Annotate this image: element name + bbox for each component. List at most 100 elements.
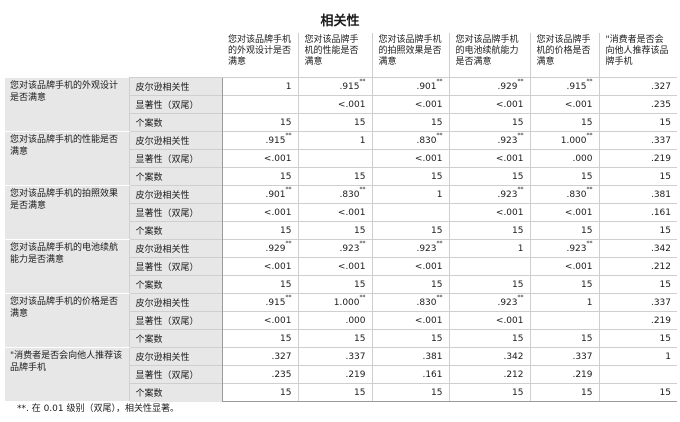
table-cell: 15 [297, 113, 372, 132]
table-cell: <.001 [221, 149, 298, 168]
table-cell: 1.000** [297, 293, 372, 312]
table-row: 您对该品牌手机的拍照效果是否满意 皮尔逊相关性 .901** .830** 1.923*… [5, 185, 677, 240]
significance-mark: ** [359, 77, 366, 85]
stat-label: 个案数 [128, 221, 222, 240]
row-header: 您对该品牌手机的性能是否满意 [5, 131, 129, 186]
table-cell: 15 [371, 221, 449, 240]
cell-value: 1 [517, 243, 524, 254]
stat-label: 皮尔逊相关性 [128, 347, 222, 366]
cell-value: 1 [436, 189, 443, 200]
table-cell: .161 [598, 203, 677, 222]
table-cell: .000 [529, 149, 599, 168]
cell-value: .929 [265, 243, 286, 254]
cell-value: .929 [497, 81, 518, 92]
table-cell: 15 [598, 167, 677, 186]
table-cell: 15 [529, 221, 599, 240]
table-cell: 15 [371, 167, 449, 186]
table-cell [371, 203, 449, 222]
footnote: **. 在 0.01 级别（双尾），相关性显著。 [17, 404, 179, 414]
stat-label: 显著性（双尾） [128, 311, 222, 330]
cell-value: .342 [650, 243, 671, 254]
table-cell: 15 [598, 383, 677, 402]
table-title: 相关性 [320, 14, 360, 29]
cell-value: .923 [497, 297, 518, 308]
table-cell [598, 365, 677, 384]
table-row: 显著性（双尾） <.001 <.001 <.001 <.001.235 [5, 95, 677, 114]
stat-label: 个案数 [128, 329, 222, 348]
table-cell: 15 [221, 167, 298, 186]
table-cell: 1 [598, 347, 677, 366]
table-cell: 15 [221, 113, 298, 132]
table-cell [529, 311, 599, 330]
stat-label: 个案数 [128, 113, 222, 132]
table-row: 个案数 15 15 15 15 15 15 [5, 383, 677, 402]
table-cell: 15 [297, 167, 372, 186]
cell-value: .923 [339, 243, 360, 254]
cell-value: .342 [503, 351, 524, 362]
table-row: 显著性（双尾） .235.219.161.212.219 [5, 365, 677, 384]
cell-value: .830 [566, 189, 587, 200]
cell-value: .915 [265, 135, 286, 146]
significance-mark: ** [586, 185, 593, 193]
table-cell [297, 149, 372, 168]
significance-mark: ** [586, 77, 593, 85]
cell-value: .830 [416, 297, 437, 308]
table-row: 显著性（双尾） <.001 <.001 <.001.000.219 [5, 149, 677, 168]
table-cell: 1 [448, 239, 530, 258]
cell-value: .381 [422, 351, 443, 362]
table-cell: .830** [371, 131, 449, 150]
significance-mark: ** [436, 239, 443, 247]
table-cell: <.001 [297, 95, 372, 114]
table-cell: <.001 [448, 95, 530, 114]
table-cell: .337 [598, 293, 677, 312]
cell-value: .337 [650, 135, 671, 146]
row-header: "消费者是否会向他人推荐该品牌手机 [5, 347, 129, 402]
table-cell: 15 [448, 167, 530, 186]
table-cell: 15 [221, 275, 298, 294]
table-cell: 15 [448, 329, 530, 348]
table-cell: 15 [448, 221, 530, 240]
cell-value: .830 [339, 189, 360, 200]
header-blank [5, 33, 129, 78]
table-cell: .915** [221, 293, 298, 312]
stat-label: 皮尔逊相关性 [128, 131, 222, 150]
table-cell: .923** [448, 131, 530, 150]
cell-value: 1 [665, 351, 671, 362]
correlation-table: 您对该品牌手机的外观设计是否满意 您对该品牌手机的性能是否满意 您对该品牌手机的拍照… [5, 33, 677, 402]
table-cell: <.001 [221, 203, 298, 222]
cell-value: 1 [285, 81, 292, 92]
table-cell: 15 [529, 275, 599, 294]
table-cell: .901** [371, 77, 449, 96]
table-cell: 15 [221, 383, 298, 402]
table-cell: .929** [448, 77, 530, 96]
table-row: 个案数 15 15 15 15 15 15 [5, 329, 677, 348]
table-row: "消费者是否会向他人推荐该品牌手机 皮尔逊相关性 .327 .337 .381 .342.… [5, 347, 677, 402]
cell-value: .901 [416, 81, 437, 92]
table-cell: 1 [371, 185, 449, 204]
table-cell: .327 [598, 77, 677, 96]
table-cell: .830** [529, 185, 599, 204]
cell-value: .337 [650, 297, 671, 308]
table-cell: .923** [371, 239, 449, 258]
table-cell: .161 [371, 365, 449, 384]
table-cell: .000 [297, 311, 372, 330]
cell-value: 1 [359, 135, 366, 146]
cell-value: 1.000 [560, 135, 587, 146]
table-cell: <.001 [297, 257, 372, 276]
stat-label: 个案数 [128, 167, 222, 186]
column-header: "消费者是否会向他人推荐该品牌手机 [598, 33, 677, 78]
stat-label: 显著性（双尾） [128, 257, 222, 276]
table-row: 您对该品牌手机的性能是否满意 皮尔逊相关性 .915** 1.830** .923** 1… [5, 131, 677, 186]
significance-mark: ** [359, 185, 366, 193]
table-cell: .212 [448, 365, 530, 384]
significance-mark: ** [517, 131, 524, 139]
table-cell: .381 [598, 185, 677, 204]
stat-label: 皮尔逊相关性 [128, 293, 222, 312]
table-cell: 15 [297, 221, 372, 240]
header-blank [129, 33, 222, 78]
stat-label: 显著性（双尾） [128, 203, 222, 222]
table-cell: <.001 [529, 257, 599, 276]
significance-mark: ** [586, 131, 593, 139]
cell-value: .830 [416, 135, 437, 146]
column-header: 您对该品牌手机的外观设计是否满意 [228, 35, 292, 67]
